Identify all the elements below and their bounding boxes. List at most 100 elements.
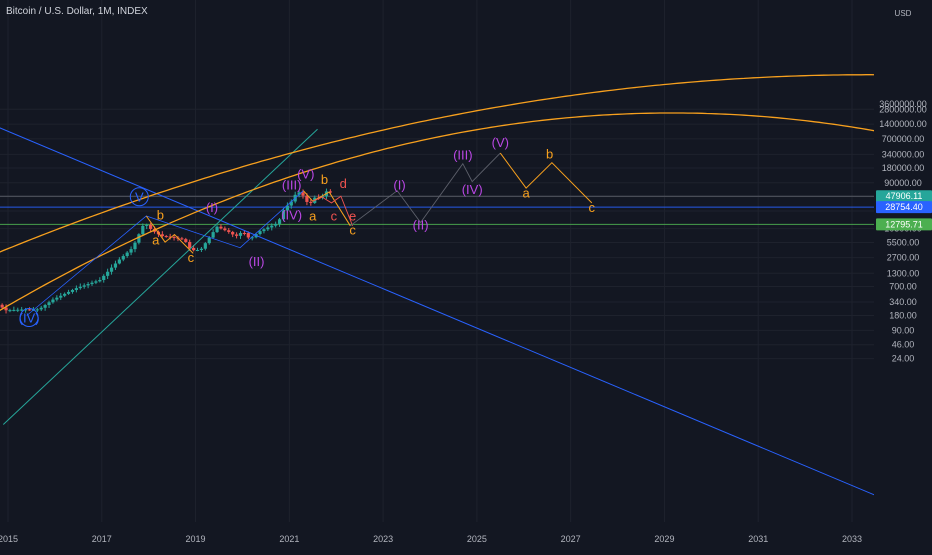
projection-correction-path [499, 152, 593, 204]
wave-path-blue [26, 190, 304, 316]
candle-body [125, 252, 129, 257]
candle-body [277, 219, 282, 224]
candle-body [258, 231, 262, 235]
y-tick-label: 180000.00 [882, 163, 925, 173]
candle-body [4, 307, 8, 311]
upper-channel-curve [0, 74, 874, 253]
wave-label: a [152, 233, 160, 248]
wave-label-circle [19, 307, 39, 327]
time-axis: 2015 2017 2019 2021 2023 2025 2027 2029 2031 2033 [0, 522, 932, 550]
y-tick-label: 90.00 [892, 325, 915, 335]
candle-body [238, 232, 243, 236]
x-tick-label: 2021 [279, 534, 299, 544]
x-tick-label: 2019 [186, 534, 206, 544]
x-tick-label: 2015 [0, 534, 18, 544]
candle-body [39, 307, 43, 310]
descending-trendline [0, 127, 874, 496]
candle-body [215, 226, 219, 233]
y-tick-label: 180.00 [889, 311, 917, 321]
correction-path-2018 [145, 215, 194, 254]
candle-body [274, 223, 278, 226]
wave-label-circle [129, 187, 149, 207]
triangle-path [312, 195, 354, 226]
candle-body [242, 232, 246, 234]
candle-body [16, 309, 20, 311]
candle-body [102, 275, 106, 280]
price-label-value: 28754.40 [885, 202, 923, 212]
candle-body [227, 230, 231, 232]
candle-body [231, 231, 235, 235]
candle-body [121, 256, 125, 260]
currency-label: USD [895, 9, 912, 18]
y-tick-label: 24.00 [892, 354, 915, 364]
candle-body [289, 201, 293, 206]
y-tick-label: 340000.00 [882, 149, 925, 159]
candle-body [98, 279, 102, 282]
wave-label: (II) [249, 254, 265, 269]
candles [0, 188, 332, 314]
candle-body [129, 249, 133, 253]
candle-body [59, 295, 63, 298]
candle-body [172, 237, 176, 239]
candle-body [211, 232, 215, 238]
y-tick-label: 700.00 [889, 282, 917, 292]
candle-body [301, 192, 305, 196]
candle-body [250, 237, 254, 239]
candle-body [203, 243, 207, 249]
y-tick-label: 700000.00 [882, 134, 925, 144]
candle-body [66, 291, 71, 294]
price-label-box [876, 201, 932, 214]
y-tick-label: 1400000.00 [879, 119, 927, 129]
time-axis-bg [0, 522, 932, 550]
candle-body [297, 192, 301, 195]
candle-body [285, 205, 289, 211]
wave-label: (III) [282, 178, 302, 193]
candle-body [195, 250, 200, 252]
y-tick-label: 2700.00 [887, 253, 920, 263]
candle-body [82, 285, 86, 287]
candle-body [8, 310, 12, 312]
y-tick-label: 46.00 [892, 340, 915, 350]
candle-body [262, 229, 266, 232]
candle-body [266, 227, 270, 230]
x-tick-label: 2027 [561, 534, 581, 544]
wave-label: b [157, 208, 164, 223]
candle-body [234, 234, 239, 236]
candle-body [63, 293, 67, 296]
candle-body [51, 299, 55, 303]
wave-label: (IV) [19, 310, 40, 325]
x-tick-label: 2031 [748, 534, 768, 544]
candle-body [270, 225, 274, 228]
candle-body [328, 191, 332, 193]
candle-body [43, 305, 47, 308]
wave-label: e [349, 208, 356, 223]
x-tick-label: 2017 [92, 534, 112, 544]
wave-label: c [331, 208, 338, 223]
wave-label: d [340, 176, 347, 191]
wave-label: (I) [393, 178, 405, 193]
wave-label: (II) [413, 218, 429, 233]
wave-label: (V) [492, 135, 509, 150]
wave-label: (III) [453, 147, 473, 162]
candle-body [55, 297, 59, 300]
wave-label: a [309, 208, 317, 223]
candle-body [180, 238, 184, 240]
candle-body [309, 201, 313, 203]
candle-body [113, 263, 118, 268]
candle-body [281, 210, 286, 220]
wave-label: b [546, 146, 553, 161]
wave-label: (V) [297, 166, 314, 181]
y-tick-label: 3600000.00 [879, 99, 927, 109]
x-tick-label: 2029 [654, 534, 674, 544]
candle-body [74, 288, 78, 291]
candle-body [20, 309, 24, 311]
price-axis-bg [874, 0, 932, 550]
wave-label: c [589, 200, 596, 215]
correction-path-2021 [303, 190, 351, 227]
candle-body [145, 224, 149, 226]
candle-body [168, 236, 172, 238]
